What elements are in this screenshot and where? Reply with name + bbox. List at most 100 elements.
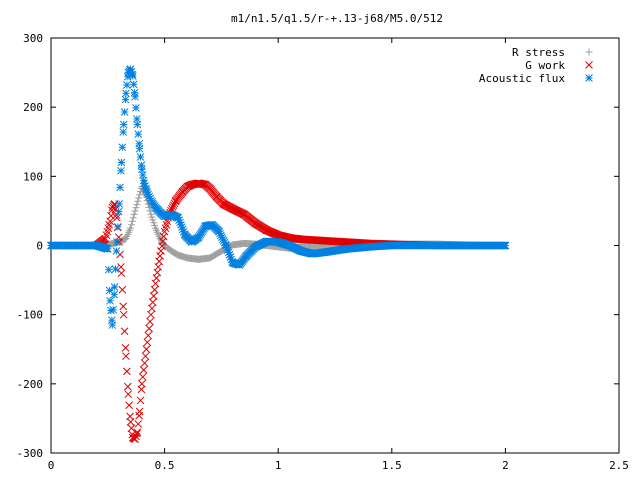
data-point [130,210,138,218]
data-point [124,390,133,399]
data-point [131,92,139,101]
data-point [113,222,122,231]
data-point [110,290,119,299]
data-point [159,232,168,241]
data-point [148,304,156,313]
data-point [121,95,130,104]
data-point [136,153,145,161]
series-g-work [47,179,510,444]
data-point [104,265,113,274]
data-point [150,285,159,294]
data-point [123,382,132,391]
y-tick-label: -200 [17,378,44,391]
data-point [145,324,154,333]
data-point [110,283,119,291]
data-point [158,242,166,251]
data-point [133,428,142,437]
data-point [146,317,154,326]
data-point [117,166,125,175]
data-point [149,292,158,300]
data-point [109,305,118,314]
y-tick-label: 200 [23,101,43,114]
data-point [133,120,142,129]
data-point [138,379,146,388]
data-point [119,310,128,319]
data-point [118,143,127,152]
data-point [117,269,126,278]
data-point [132,104,140,112]
y-tick-label: 300 [23,32,43,45]
data-point [128,217,136,225]
y-tick-label: -300 [17,447,44,460]
legend-marker [585,74,593,82]
data-point [122,89,130,98]
legend-marker [585,61,593,69]
data-point [169,201,178,210]
data-point [198,180,207,188]
data-point [134,130,143,138]
data-point [113,238,121,246]
data-point [143,338,152,347]
x-tick-label: 0 [48,459,55,472]
data-point [144,331,153,340]
data-point [112,247,121,255]
data-point [147,310,155,319]
axis-ticks: 0 0.5 1 1.5 2 2.5 300 200 100 0 -100 -200 -300 [17,32,629,472]
data-point [128,72,137,80]
data-point [119,302,128,311]
data-point [138,373,147,381]
data-point [106,296,114,305]
data-point [157,247,165,255]
data-point [119,120,128,129]
data-point [113,213,121,222]
data-point [132,204,140,212]
series-acoustic-flux [47,65,510,329]
data-marks [47,65,510,444]
data-point [118,285,127,294]
legend-marker [585,48,593,56]
y-tick-label: 100 [23,170,43,183]
chart-title: m1/n1.5/q1.5/r-+.13-j68/M5.0/512 [231,12,443,25]
data-point [139,366,148,374]
data-point [135,407,144,416]
data-point [123,367,131,376]
data-point [129,80,138,89]
data-point [127,221,135,229]
y-tick-label: 0 [36,240,43,253]
data-point [129,214,137,222]
data-point [111,265,120,273]
data-point [115,200,124,208]
data-point [125,401,134,410]
data-point [142,345,151,354]
data-point [126,418,135,426]
data-point [127,224,135,232]
y-tick-label: -100 [17,309,44,322]
data-point [156,252,164,260]
data-point [133,429,141,438]
legend-label: R stress [512,46,565,59]
data-point [148,298,157,307]
data-point [136,191,144,199]
data-point [501,241,510,250]
data-point [117,158,126,167]
data-point [140,359,149,367]
data-point [168,203,177,211]
data-point [103,245,112,253]
x-tick-label: 1 [275,459,282,472]
data-point [123,81,131,89]
data-point [135,144,144,153]
x-tick-label: 1.5 [382,459,402,472]
data-point [119,128,128,136]
data-point [132,432,140,441]
legend-label: Acoustic flux [479,72,565,85]
data-point [120,108,129,116]
data-point [120,327,129,336]
data-point [131,435,139,444]
data-point [136,396,145,405]
data-point [131,207,139,215]
data-point [121,344,130,352]
data-point [114,207,123,216]
data-point [134,420,143,428]
